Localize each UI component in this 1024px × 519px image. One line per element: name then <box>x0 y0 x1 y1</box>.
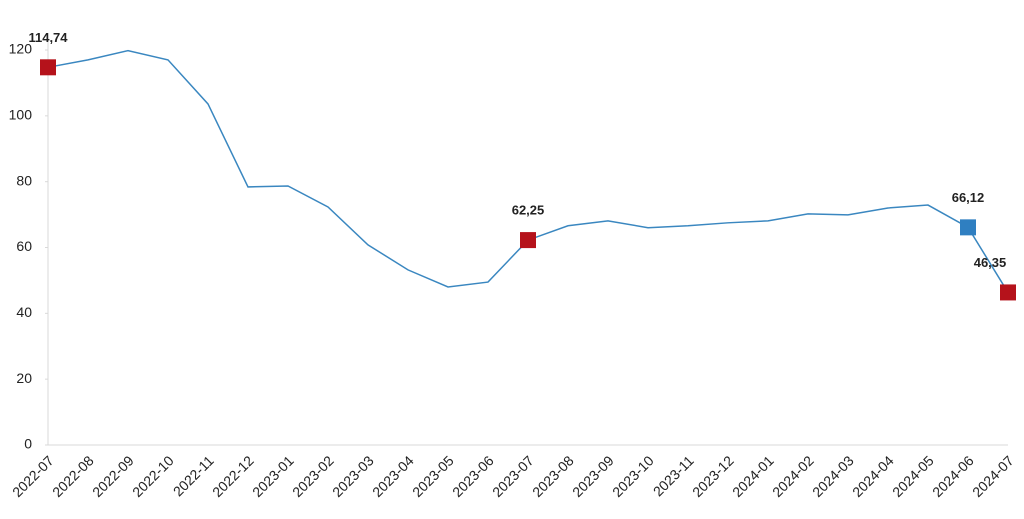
y-tick-label: 40 <box>16 304 32 320</box>
x-tick-label: 2024-05 <box>889 452 937 500</box>
x-tick-label: 2024-04 <box>849 452 897 500</box>
x-tick-label: 2022-12 <box>209 452 257 500</box>
x-tick-label: 2023-11 <box>650 452 697 499</box>
x-tick-label: 2022-07 <box>9 452 57 500</box>
y-tick-label: 100 <box>9 107 33 123</box>
x-tick-label: 2024-02 <box>769 452 817 500</box>
x-tick-label: 2023-01 <box>249 452 297 500</box>
y-tick-label: 60 <box>16 238 32 254</box>
value-label: 114,74 <box>28 30 68 45</box>
y-tick-label: 120 <box>9 41 33 57</box>
value-label: 46,35 <box>974 255 1007 270</box>
x-tick-label: 2023-10 <box>609 452 657 500</box>
x-tick-label: 2023-07 <box>489 452 537 500</box>
marker <box>960 219 976 236</box>
x-tick-label: 2023-06 <box>449 452 497 500</box>
line <box>47 49 1009 293</box>
x-tick-label: 2023-03 <box>329 452 377 500</box>
x-tick-label: 2024-03 <box>809 452 857 500</box>
value-label: 66,12 <box>952 190 985 205</box>
marker <box>520 232 536 249</box>
x-tick-label: 2023-04 <box>369 452 417 500</box>
x-tick-label: 2022-09 <box>89 452 137 500</box>
marker <box>40 59 56 76</box>
y-tick-label: 80 <box>16 172 32 188</box>
x-tick-label: 2024-06 <box>929 452 977 500</box>
x-tick-label: 2023-12 <box>689 452 737 500</box>
x-tick-label: 2022-10 <box>129 452 177 500</box>
marker <box>1000 284 1016 301</box>
x-tick-label: 2022-08 <box>49 452 97 500</box>
x-tick-label: 2024-01 <box>729 452 777 500</box>
y-tick-label: 0 <box>24 436 32 452</box>
y-tick-label: 20 <box>16 370 32 386</box>
x-tick-label: 2022-11 <box>170 452 217 499</box>
x-tick-label: 2024-07 <box>969 452 1017 500</box>
x-tick-label: 2023-05 <box>409 452 457 500</box>
x-tick-label: 2023-08 <box>529 452 577 500</box>
x-tick-label: 2023-02 <box>289 452 337 500</box>
x-tick-label: 2023-09 <box>569 452 617 500</box>
value-label: 62,25 <box>512 203 545 218</box>
